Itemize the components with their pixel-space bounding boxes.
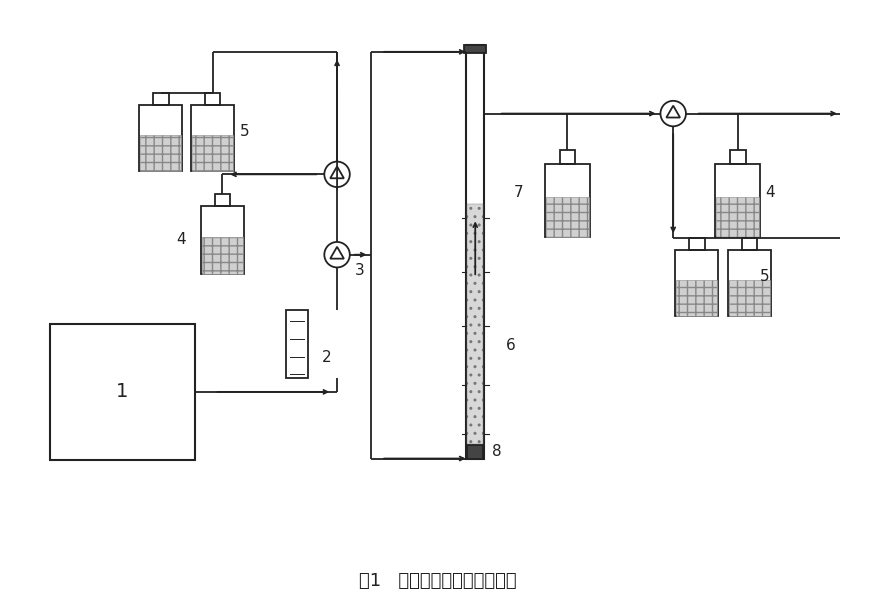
Bar xyxy=(468,204,483,444)
Text: 8: 8 xyxy=(492,444,502,459)
Bar xyxy=(201,237,243,274)
Bar xyxy=(201,206,244,274)
Bar xyxy=(468,445,483,458)
Bar xyxy=(545,164,590,237)
Bar xyxy=(50,324,195,460)
Bar xyxy=(728,250,771,316)
Bar xyxy=(730,150,745,164)
Text: 3: 3 xyxy=(355,263,364,278)
Bar xyxy=(729,280,770,316)
Bar xyxy=(152,93,168,105)
Bar xyxy=(560,150,576,164)
Bar xyxy=(742,238,758,250)
Text: 4: 4 xyxy=(176,232,186,247)
Bar xyxy=(466,45,484,458)
Bar xyxy=(675,250,718,316)
Text: 5: 5 xyxy=(240,124,250,139)
Text: 2: 2 xyxy=(321,350,331,365)
Bar xyxy=(676,280,717,316)
Bar xyxy=(546,196,589,237)
Bar xyxy=(689,238,704,250)
Bar xyxy=(192,135,233,171)
Bar xyxy=(191,105,234,171)
Bar xyxy=(140,135,181,171)
Text: 4: 4 xyxy=(766,185,775,201)
Bar xyxy=(205,93,221,105)
Text: 5: 5 xyxy=(759,269,769,284)
Text: 7: 7 xyxy=(513,185,523,201)
Text: 1: 1 xyxy=(117,382,129,401)
Bar xyxy=(215,194,230,206)
Text: 6: 6 xyxy=(505,338,515,353)
Bar xyxy=(716,164,760,237)
Bar xyxy=(139,105,182,171)
Bar xyxy=(717,196,759,237)
Bar xyxy=(286,309,307,378)
Text: 图1   污泥臭氧化试验装置示意: 图1 污泥臭氧化试验装置示意 xyxy=(359,572,517,590)
Bar xyxy=(464,45,486,53)
